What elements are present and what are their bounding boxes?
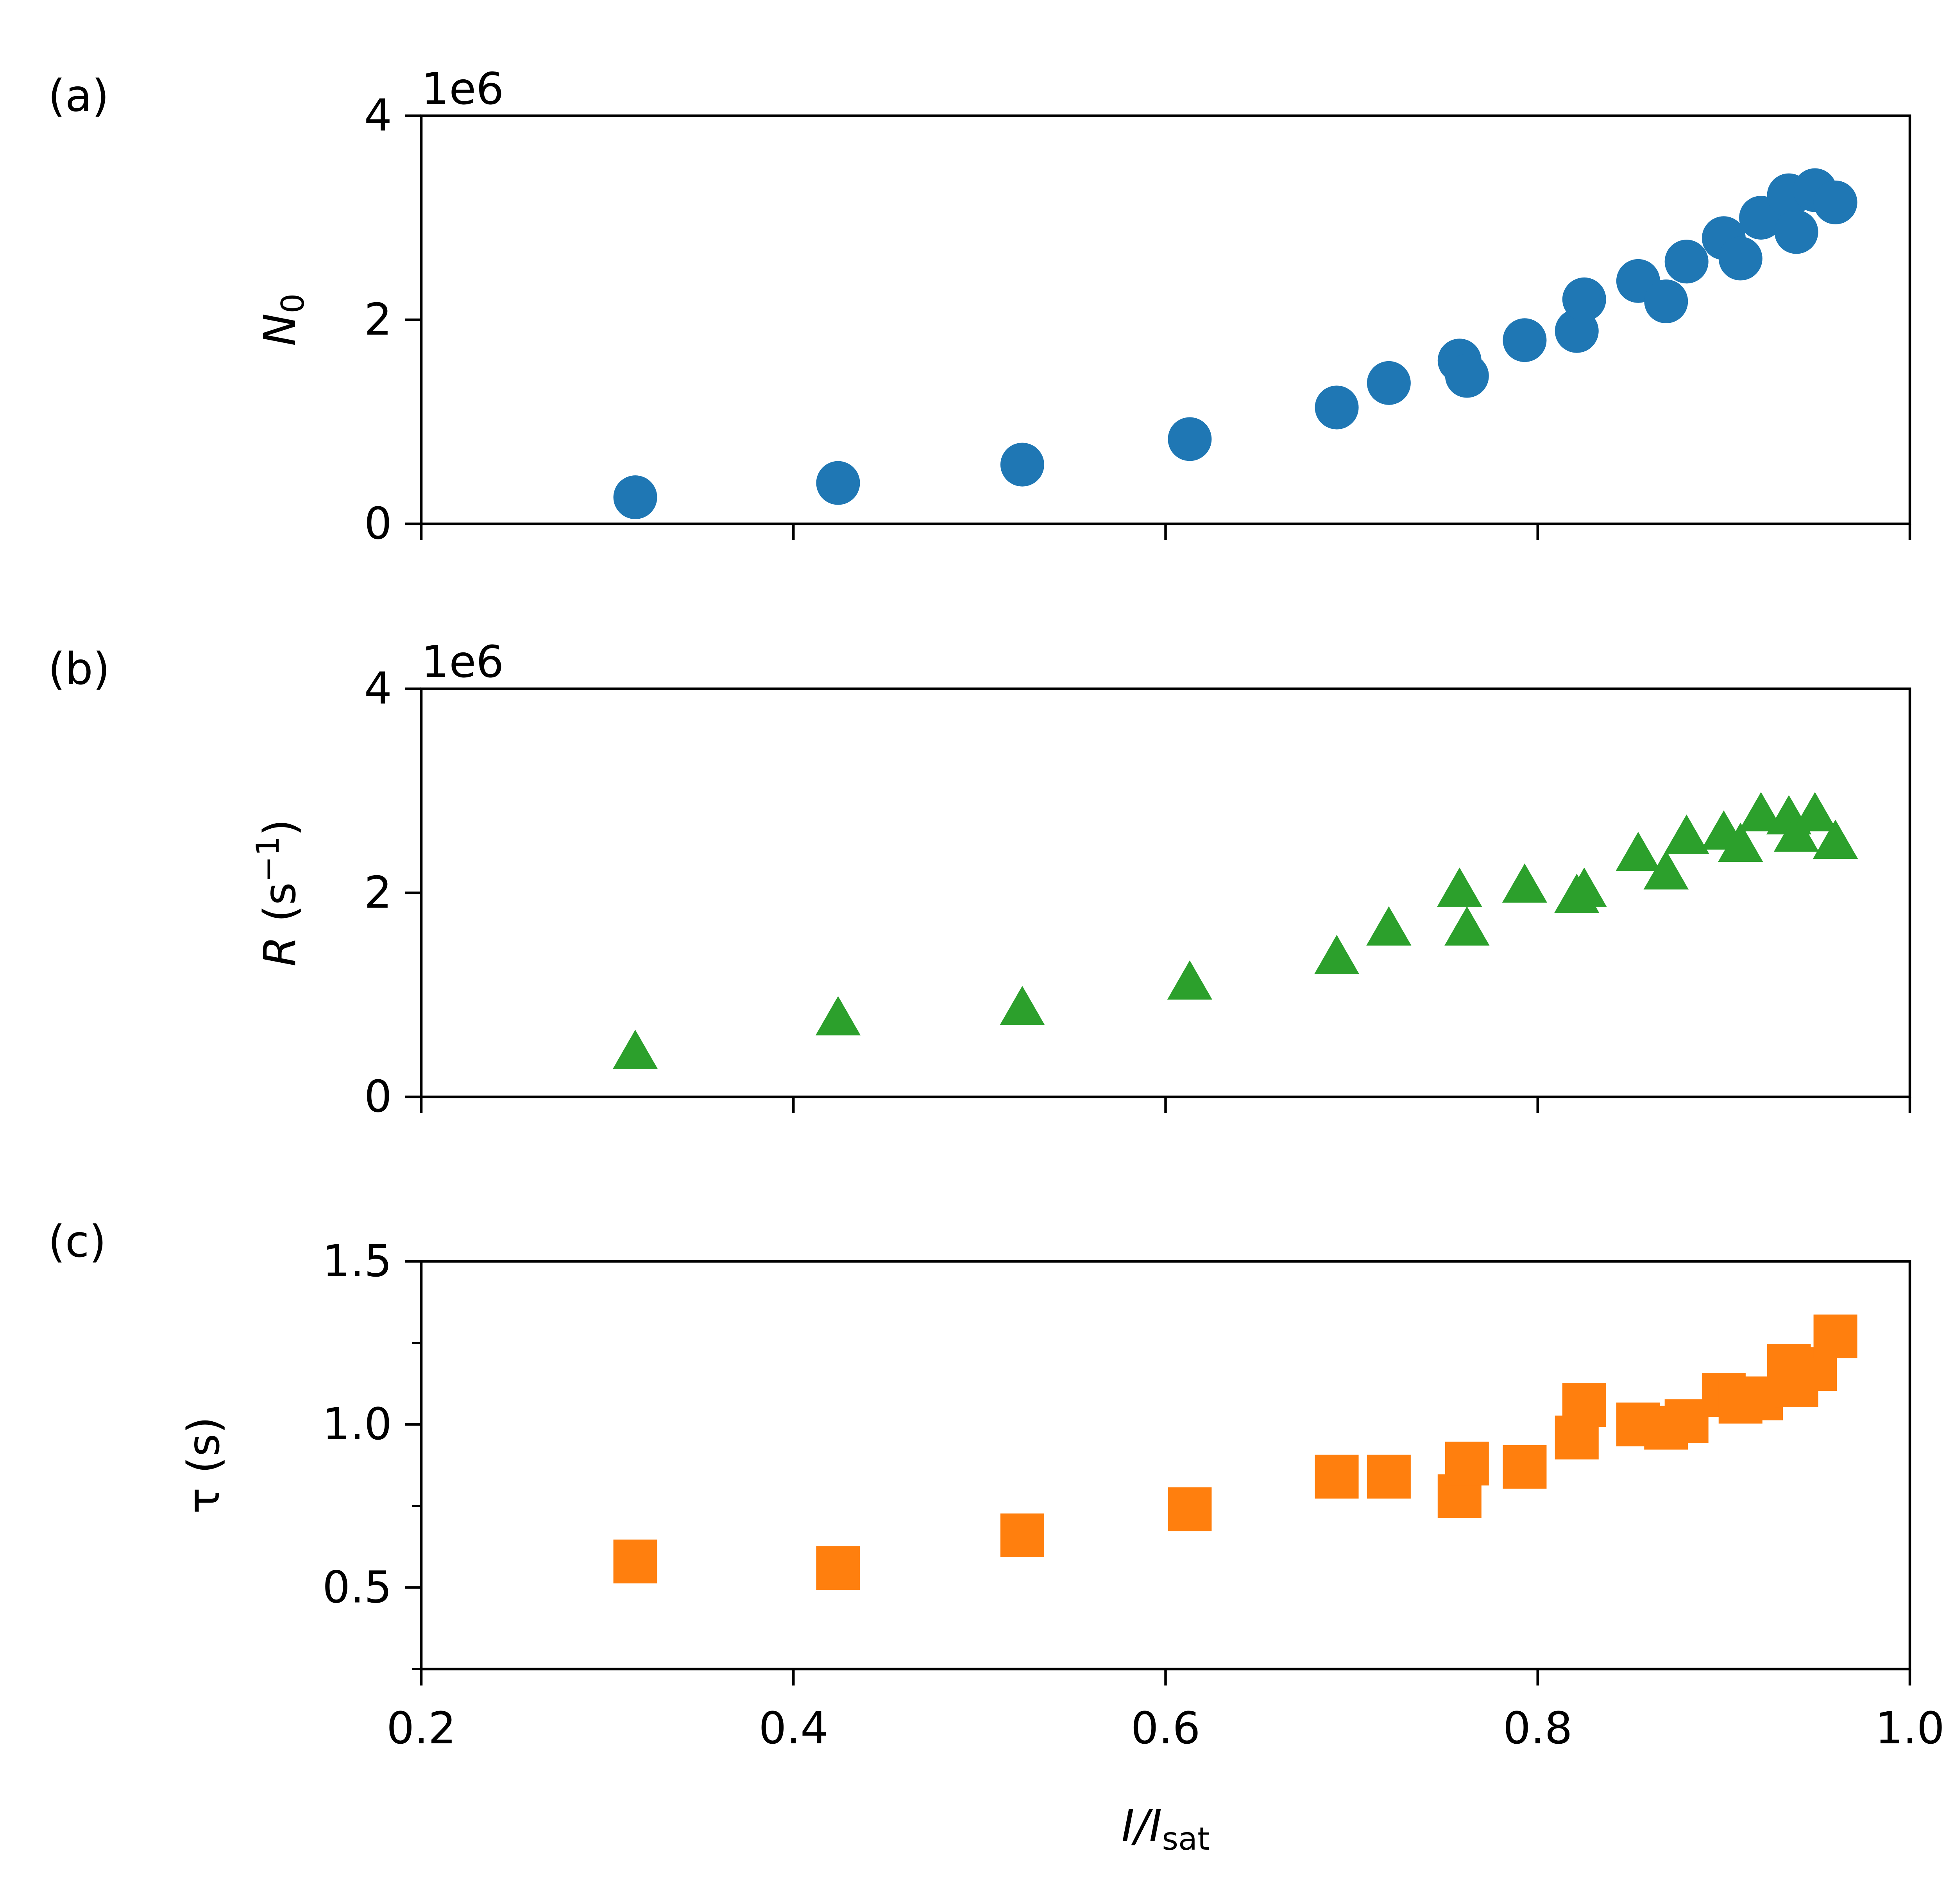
y-axis-label-superscript: −1: [250, 836, 286, 882]
y-tick-label: 2: [364, 294, 392, 345]
y-offset-label: 1e6: [421, 637, 504, 688]
series-markers: [612, 792, 1858, 1069]
x-axis-label-subscript: sat: [1162, 1821, 1210, 1857]
data-point: [1562, 277, 1606, 321]
x-tick-label: 0.4: [759, 1703, 828, 1754]
data-point: [1502, 863, 1548, 903]
data-point: [613, 1539, 657, 1583]
data-point: [1503, 318, 1547, 362]
data-point: [816, 1546, 860, 1590]
data-point: [1562, 1383, 1606, 1427]
data-point: [1664, 814, 1709, 854]
data-point: [1000, 1513, 1044, 1557]
y-tick-label: 2: [364, 867, 392, 918]
data-point: [1437, 867, 1482, 907]
data-point: [1738, 792, 1784, 831]
x-tick-label: 0.6: [1131, 1703, 1200, 1754]
series-markers: [613, 168, 1857, 519]
data-point: [1445, 354, 1489, 398]
data-point: [1792, 792, 1838, 831]
x-axis-label: I/Isat: [1122, 1801, 1210, 1857]
panel-label: (c): [48, 1216, 106, 1267]
y-tick-label: 1.0: [322, 1399, 392, 1450]
data-point: [1773, 812, 1819, 852]
panel-label: (a): [48, 71, 109, 122]
data-point: [1445, 1442, 1489, 1486]
y-tick-label: 4: [364, 663, 392, 714]
data-point: [1503, 1445, 1547, 1489]
y-tick-label: 0: [364, 1071, 392, 1122]
y-axis-label-symbol: N: [255, 313, 306, 346]
x-tick-label: 0.2: [387, 1703, 456, 1754]
y-axis-label-unit-close: ): [255, 819, 306, 836]
x-axis-label-symbol: I/I: [1122, 1801, 1162, 1852]
data-point: [1315, 385, 1359, 430]
data-point: [1664, 1399, 1709, 1443]
data-point: [613, 475, 657, 519]
data-point: [1315, 1454, 1359, 1499]
x-tick-label: 1.0: [1875, 1703, 1945, 1754]
data-point: [1718, 822, 1763, 862]
y-tick-label: 1.5: [322, 1236, 392, 1287]
data-point: [1366, 906, 1412, 946]
data-point: [1616, 832, 1661, 871]
data-point: [1664, 240, 1709, 284]
data-point: [612, 1030, 658, 1069]
data-point: [1718, 236, 1763, 281]
data-point: [1644, 279, 1688, 324]
y-tick-label: 4: [364, 90, 392, 141]
data-point: [1774, 210, 1818, 254]
series-markers: [613, 1314, 1857, 1590]
data-point: [1367, 361, 1411, 405]
y-axis-label-subscript: 0: [275, 294, 311, 313]
data-point: [1813, 180, 1857, 224]
y-axis-label-unit: (s: [255, 882, 306, 936]
panel-2: 0 2 4 1e6 (b) R (s−1): [48, 637, 1911, 1122]
y-axis-label: R (s−1): [250, 819, 306, 966]
panel-3: 0.2 0.4 0.6 0.8 1.0 0.5 1.0 1.5 (c) τ (s) I/Isat: [48, 1216, 1945, 1857]
data-point: [1314, 935, 1360, 974]
panel-label: (b): [48, 644, 110, 695]
data-point: [1000, 442, 1044, 487]
y-axis-label-symbol: R: [255, 936, 306, 967]
data-point: [815, 996, 861, 1035]
y-offset-label: 1e6: [421, 64, 504, 115]
data-point: [1168, 417, 1212, 461]
data-point: [1643, 850, 1689, 890]
data-point: [1168, 1487, 1212, 1531]
data-point: [1367, 1454, 1411, 1499]
data-point: [1813, 819, 1858, 859]
data-point: [1000, 986, 1045, 1025]
data-point: [1562, 867, 1607, 907]
data-point: [1167, 960, 1213, 1000]
y-axis-label: N0: [255, 294, 311, 346]
data-point: [816, 461, 860, 505]
y-tick-label: 0.5: [322, 1562, 392, 1613]
y-tick-label: 0: [364, 498, 392, 549]
x-tick-label: 0.8: [1503, 1703, 1573, 1754]
data-point: [1813, 1314, 1857, 1358]
y-axis-label: τ (s): [179, 1417, 229, 1514]
data-point: [1444, 906, 1490, 946]
